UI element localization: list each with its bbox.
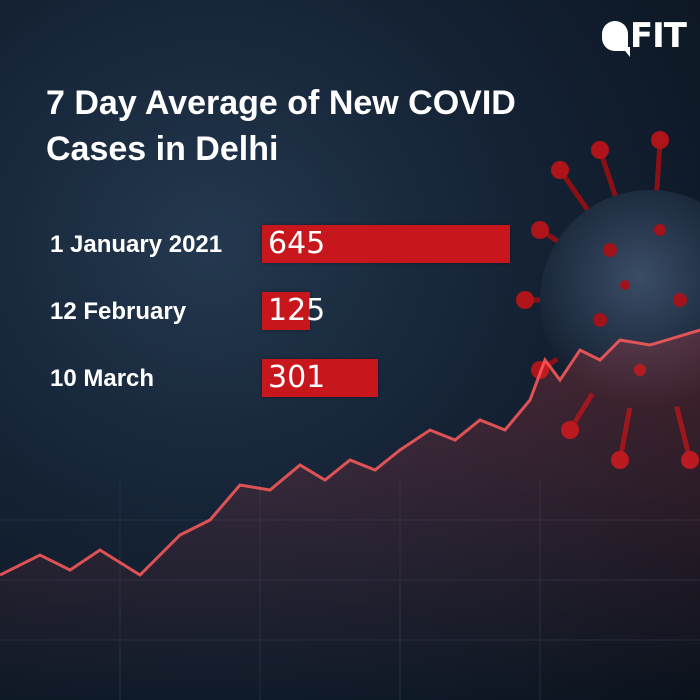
bar	[262, 292, 310, 330]
quote-mark-icon	[601, 21, 630, 57]
bar	[262, 225, 510, 263]
bar-value-label: 301	[268, 360, 326, 395]
category-label: 10 March	[50, 365, 155, 392]
bar-value-label: 645	[268, 226, 326, 261]
bar-value-label: 125	[268, 293, 326, 328]
category-label: 12 February	[50, 298, 187, 325]
trend-line-decoration	[0, 328, 700, 700]
fit-logo: FIT	[601, 16, 687, 57]
chart-title: 7 Day Average of New COVID Cases in Delh…	[46, 84, 516, 168]
bar	[262, 359, 378, 397]
category-label: 1 January 2021	[50, 231, 223, 258]
logo-text: FIT	[629, 16, 687, 56]
